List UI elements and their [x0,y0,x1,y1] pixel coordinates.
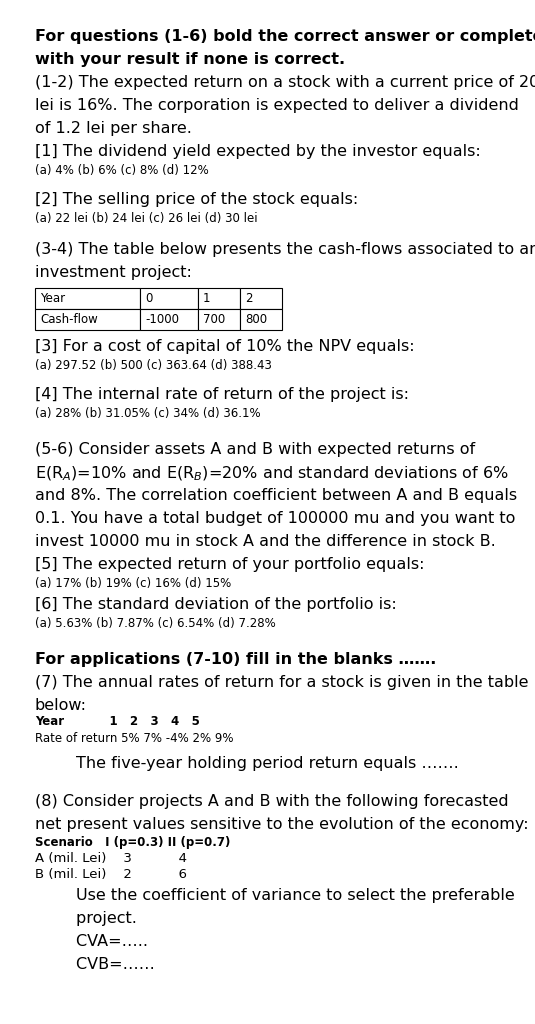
Text: 0: 0 [145,292,152,305]
Text: Scenario   I (p=0.3) II (p=0.7): Scenario I (p=0.3) II (p=0.7) [35,836,231,849]
Bar [140,288,198,309]
Text: -1000: -1000 [145,313,179,326]
Text: 800: 800 [245,313,267,326]
Text: (a) 22 lei (b) 24 lei (c) 26 lei (d) 30 lei: (a) 22 lei (b) 24 lei (c) 26 lei (d) 30 … [35,212,258,225]
Text: with your result if none is correct.: with your result if none is correct. [35,52,345,67]
Text: [6] The standard deviation of the portfolio is:: [6] The standard deviation of the portfo… [35,597,397,612]
Bar [198,309,240,330]
Bar [240,288,282,309]
Text: and 8%. The correlation coefficient between A and B equals: and 8%. The correlation coefficient betw… [35,488,517,503]
Text: (a) 17% (b) 19% (c) 16% (d) 15%: (a) 17% (b) 19% (c) 16% (d) 15% [35,577,231,590]
Text: 0.1. You have a total budget of 100000 mu and you want to: 0.1. You have a total budget of 100000 m… [35,511,515,526]
Bar [198,288,240,309]
Text: project.: project. [35,911,137,926]
Text: Rate of return 5% 7% -4% 2% 9%: Rate of return 5% 7% -4% 2% 9% [35,732,233,745]
Text: (5-6) Consider assets A and B with expected returns of: (5-6) Consider assets A and B with expec… [35,442,475,457]
Text: CVA=…..: CVA=….. [35,934,148,949]
Text: of 1.2 lei per share.: of 1.2 lei per share. [35,121,192,136]
Text: [1] The dividend yield expected by the investor equals:: [1] The dividend yield expected by the i… [35,144,481,159]
Text: The five-year holding period return equals …….: The five-year holding period return equa… [35,756,458,771]
Text: CVB=……: CVB=…… [35,957,155,972]
Text: (a) 5.63% (b) 7.87% (c) 6.54% (d) 7.28%: (a) 5.63% (b) 7.87% (c) 6.54% (d) 7.28% [35,617,276,630]
Text: (7) The annual rates of return for a stock is given in the table: (7) The annual rates of return for a sto… [35,675,529,690]
Text: (8) Consider projects A and B with the following forecasted: (8) Consider projects A and B with the f… [35,794,509,809]
Text: 2: 2 [245,292,253,305]
Text: net present values sensitive to the evolution of the economy:: net present values sensitive to the evol… [35,817,529,831]
Text: (a) 4% (b) 6% (c) 8% (d) 12%: (a) 4% (b) 6% (c) 8% (d) 12% [35,164,209,177]
Bar [240,309,282,330]
Text: 700: 700 [203,313,225,326]
Text: A (mil. Lei)    3           4: A (mil. Lei) 3 4 [35,852,187,865]
Text: (a) 297.52 (b) 500 (c) 363.64 (d) 388.43: (a) 297.52 (b) 500 (c) 363.64 (d) 388.43 [35,359,272,372]
Text: below:: below: [35,698,87,713]
Text: invest 10000 mu in stock A and the difference in stock B.: invest 10000 mu in stock A and the diffe… [35,534,496,549]
Text: (1-2) The expected return on a stock with a current price of 20: (1-2) The expected return on a stock wit… [35,75,535,90]
Text: lei is 16%. The corporation is expected to deliver a dividend: lei is 16%. The corporation is expected … [35,98,519,113]
Text: For applications (7-10) fill in the blanks …….: For applications (7-10) fill in the blan… [35,652,437,667]
Bar [140,309,198,330]
Text: [3] For a cost of capital of 10% the NPV equals:: [3] For a cost of capital of 10% the NPV… [35,339,415,354]
Text: Year           1   2   3   4   5: Year 1 2 3 4 5 [35,715,200,728]
Text: Year: Year [40,292,65,305]
Text: (3-4) The table below presents the cash-flows associated to an: (3-4) The table below presents the cash-… [35,242,535,257]
Text: 1: 1 [203,292,210,305]
Text: (a) 28% (b) 31.05% (c) 34% (d) 36.1%: (a) 28% (b) 31.05% (c) 34% (d) 36.1% [35,407,261,420]
Bar [35,288,140,309]
Text: For questions (1-6) bold the correct answer or complete: For questions (1-6) bold the correct ans… [35,29,535,44]
Text: [2] The selling price of the stock equals:: [2] The selling price of the stock equal… [35,193,358,207]
Text: investment project:: investment project: [35,265,192,280]
Text: [4] The internal rate of return of the project is:: [4] The internal rate of return of the p… [35,387,409,402]
Bar [35,309,140,330]
Text: [5] The expected return of your portfolio equals:: [5] The expected return of your portfoli… [35,557,424,572]
Text: E(R$_{A}$)=10% and E(R$_{B}$)=20% and standard deviations of 6%: E(R$_{A}$)=10% and E(R$_{B}$)=20% and st… [35,465,509,483]
Text: Cash-flow: Cash-flow [40,313,98,326]
Text: B (mil. Lei)    2           6: B (mil. Lei) 2 6 [35,868,187,881]
Text: Use the coefficient of variance to select the preferable: Use the coefficient of variance to selec… [35,888,515,903]
